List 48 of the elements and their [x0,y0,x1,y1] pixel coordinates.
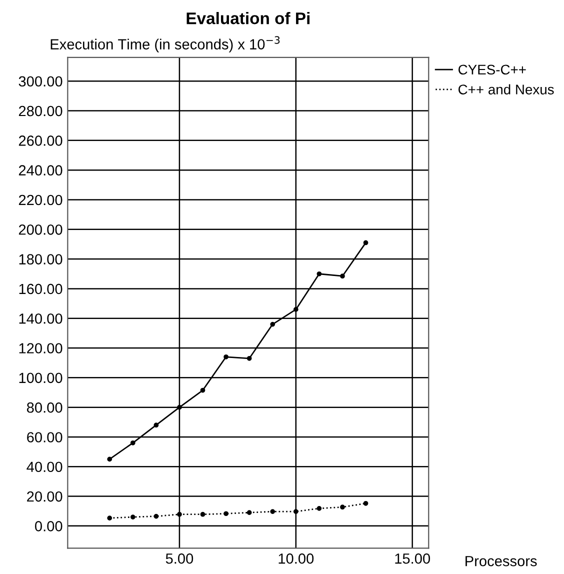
point [316,271,322,276]
legend-label: C++ and Nexus [458,84,554,94]
point [224,511,228,516]
point [224,354,228,360]
point [246,510,252,516]
y-tick-label: 140.00 [19,313,62,324]
point [363,240,368,246]
point [293,509,298,514]
x-tick-label: 5.00 [166,553,194,564]
point [154,514,159,519]
point [107,516,112,520]
y-tick-label: 260.00 [18,136,62,146]
point [340,274,345,279]
x-axis-title: Processors [466,556,537,566]
point [200,388,206,393]
legend-label: CYES-C++ [458,64,526,75]
y-tick-label: 20.00 [27,491,62,502]
point [177,512,182,517]
point [107,456,112,462]
y-tick-label: 40.00 [26,462,62,472]
x-tick-label: 10.00 [278,553,314,564]
y-tick-label: 120.00 [19,343,62,354]
y-tick-label: 0.00 [35,521,62,532]
point [130,514,136,520]
point [154,422,159,428]
point [316,506,322,511]
point [270,322,276,327]
y-tick-label: 300.00 [18,76,62,87]
point [363,500,368,506]
point [200,512,206,517]
y-tick-label: 100.00 [19,372,62,384]
y-tick-label: 200.00 [18,224,62,235]
chart-title: Evaluation of Pi [186,12,310,24]
y-tick-label: 220.00 [18,194,62,206]
point [293,307,298,312]
y-tick-label: 240.00 [18,165,62,176]
y-tick-label: 280.00 [18,106,62,116]
y-tick-label: 80.00 [26,402,62,413]
point [177,404,182,410]
point [270,509,276,514]
y-tick-label: 160.00 [19,284,62,294]
y-tick-label: 180.00 [19,254,62,264]
y-axis-title: Execution Time (in seconds) x 10$^{−3}$ [50,36,280,52]
point [246,356,252,361]
y-tick-label: 60.00 [27,432,62,442]
point [340,504,345,510]
x-tick-label: 15.00 [395,553,430,564]
point [130,440,136,446]
